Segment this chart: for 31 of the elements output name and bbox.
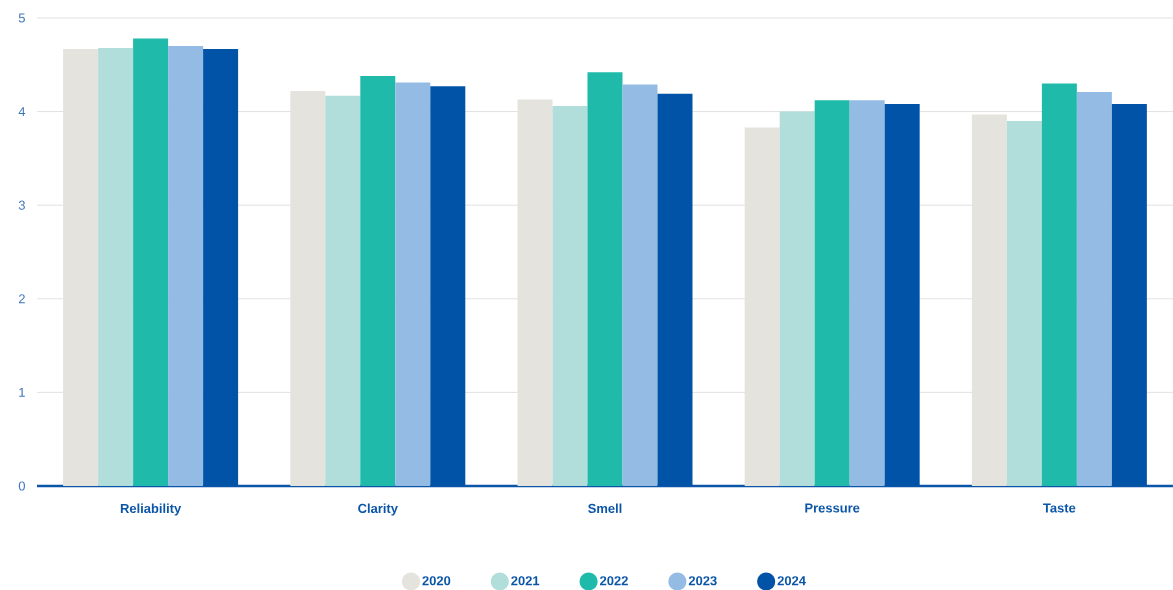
legend-label: 2022 <box>600 576 628 586</box>
bar <box>360 76 396 486</box>
bar <box>849 100 885 486</box>
x-tick-label: Reliability <box>120 503 182 516</box>
legend-label: 2021 <box>511 576 540 586</box>
bar <box>1076 91 1112 486</box>
x-tick-label: Clarity <box>358 503 398 516</box>
y-tick-label: 0 <box>18 481 25 491</box>
x-tick-label: Pressure <box>805 503 860 513</box>
bar <box>325 95 361 486</box>
bar <box>395 82 431 486</box>
bar <box>587 72 623 486</box>
bar <box>1006 120 1042 486</box>
legend-label: 2024 <box>777 576 806 586</box>
y-tick-label: 5 <box>18 13 25 23</box>
y-tick-label: 2 <box>18 294 25 304</box>
bar <box>168 46 204 486</box>
legend-label: 2023 <box>688 576 717 586</box>
y-tick-label: 3 <box>18 200 25 210</box>
legend-label: 2020 <box>422 576 451 586</box>
bar <box>552 105 588 486</box>
y-tick-label: 1 <box>19 387 25 397</box>
bar <box>133 38 169 486</box>
x-tick-label: Taste <box>1043 503 1076 513</box>
bar <box>779 111 815 486</box>
bar <box>622 84 658 486</box>
x-tick-label: Smell <box>588 503 622 514</box>
y-tick-label: 4 <box>18 107 26 117</box>
bar <box>98 47 134 486</box>
bar <box>1041 83 1077 486</box>
bar <box>814 100 850 486</box>
